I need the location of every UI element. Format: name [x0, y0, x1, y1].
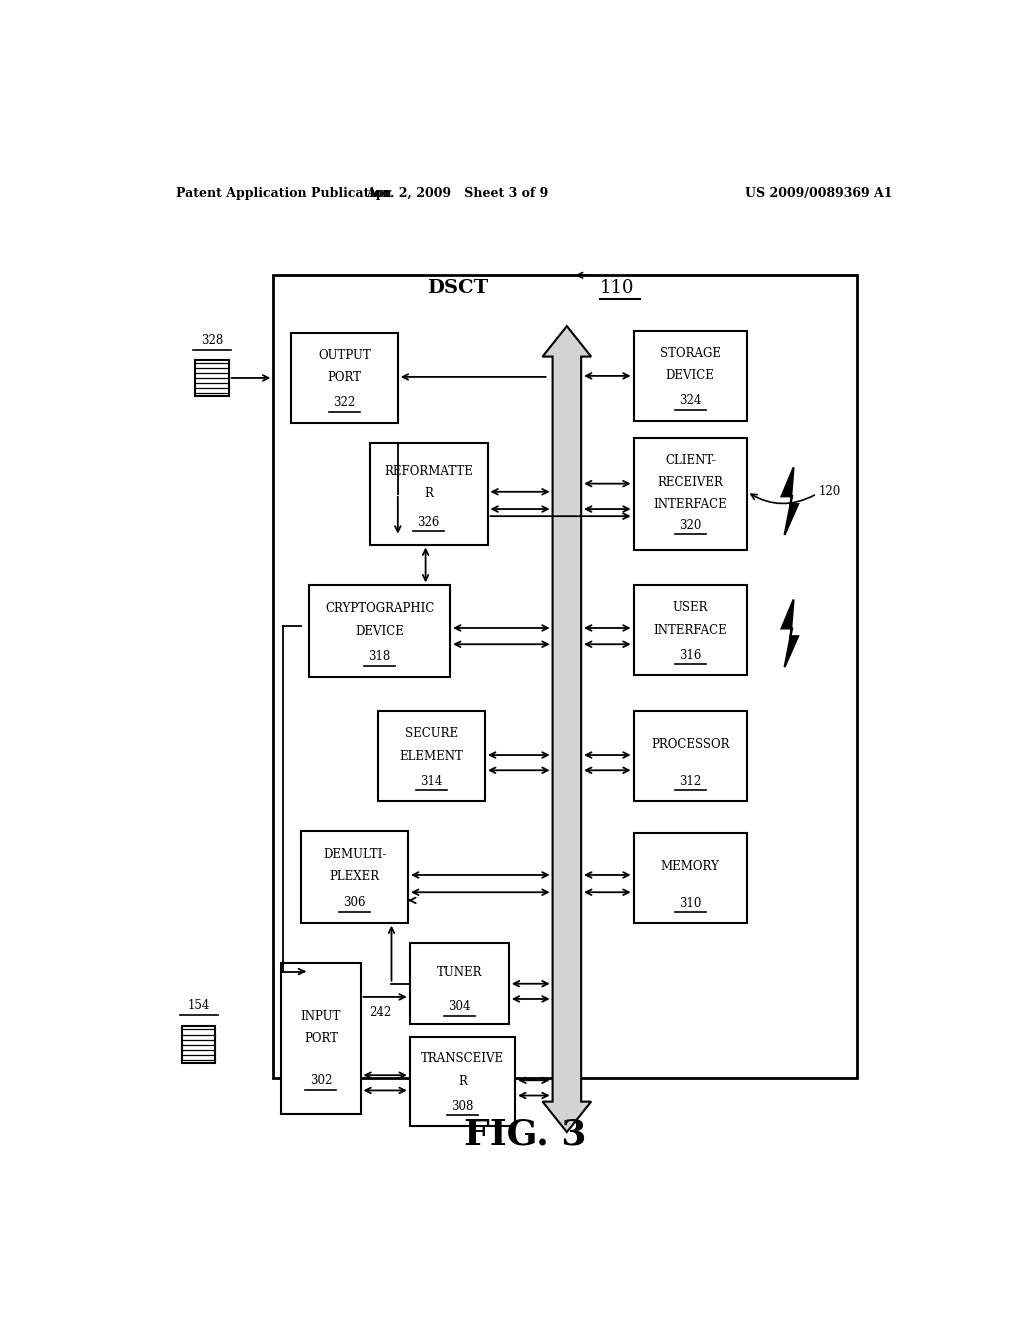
- Text: OUTPUT: OUTPUT: [317, 348, 371, 362]
- Bar: [291, 333, 397, 422]
- Text: Apr. 2, 2009   Sheet 3 of 9: Apr. 2, 2009 Sheet 3 of 9: [367, 187, 549, 201]
- Bar: [301, 832, 409, 923]
- Bar: [309, 585, 451, 677]
- Text: PORT: PORT: [328, 371, 361, 384]
- Bar: [196, 359, 228, 396]
- Bar: [182, 1027, 215, 1063]
- Text: US 2009/0089369 A1: US 2009/0089369 A1: [744, 187, 892, 201]
- Text: TRANSCEIVE: TRANSCEIVE: [421, 1052, 504, 1065]
- Text: ELEMENT: ELEMENT: [399, 750, 464, 763]
- Text: R: R: [458, 1074, 467, 1088]
- Text: INPUT: INPUT: [301, 1010, 341, 1023]
- Text: CRYPTOGRAPHIC: CRYPTOGRAPHIC: [325, 602, 434, 615]
- Text: 318: 318: [369, 651, 391, 663]
- Bar: [282, 964, 360, 1114]
- Text: FIG. 3: FIG. 3: [464, 1117, 586, 1151]
- Text: SECURE: SECURE: [404, 727, 458, 741]
- Text: 320: 320: [679, 519, 701, 532]
- Text: INTERFACE: INTERFACE: [653, 499, 727, 511]
- Text: R: R: [424, 487, 433, 500]
- Text: Patent Application Publication: Patent Application Publication: [176, 187, 391, 201]
- Text: 322: 322: [333, 396, 355, 409]
- Text: PROCESSOR: PROCESSOR: [651, 738, 729, 751]
- Text: REFORMATTE: REFORMATTE: [384, 465, 473, 478]
- Text: DEMULTI-: DEMULTI-: [323, 849, 386, 861]
- Text: 326: 326: [418, 516, 440, 529]
- Text: 316: 316: [679, 648, 701, 661]
- Bar: [634, 438, 748, 549]
- Bar: [634, 711, 748, 801]
- Bar: [370, 444, 487, 545]
- Text: 328: 328: [201, 334, 223, 347]
- Bar: [378, 711, 485, 801]
- Text: STORAGE: STORAGE: [659, 347, 721, 360]
- Text: DSCT: DSCT: [427, 280, 488, 297]
- Text: PORT: PORT: [304, 1032, 338, 1045]
- Bar: [634, 585, 748, 675]
- Bar: [634, 833, 748, 923]
- Text: MEMORY: MEMORY: [660, 861, 720, 874]
- Text: INTERFACE: INTERFACE: [653, 623, 727, 636]
- Text: USER: USER: [673, 601, 708, 614]
- Text: TUNER: TUNER: [436, 966, 482, 979]
- Bar: [410, 1036, 515, 1126]
- Text: 308: 308: [452, 1100, 474, 1113]
- Text: 154: 154: [187, 999, 210, 1012]
- Bar: [273, 276, 856, 1078]
- Text: 324: 324: [679, 395, 701, 408]
- Text: 302: 302: [309, 1074, 332, 1088]
- Text: 120: 120: [818, 486, 841, 498]
- Polygon shape: [543, 326, 591, 1133]
- Text: PLEXER: PLEXER: [330, 870, 380, 883]
- Text: CLIENT-: CLIENT-: [665, 454, 716, 467]
- Text: RECEIVER: RECEIVER: [657, 477, 723, 490]
- Text: 310: 310: [679, 896, 701, 909]
- Text: 314: 314: [421, 775, 442, 788]
- Polygon shape: [781, 599, 798, 667]
- Text: DEVICE: DEVICE: [666, 370, 715, 383]
- Text: DEVICE: DEVICE: [355, 624, 404, 638]
- Polygon shape: [781, 467, 798, 535]
- Text: 304: 304: [449, 1001, 471, 1012]
- Text: 306: 306: [343, 896, 366, 909]
- Text: 242: 242: [370, 1006, 391, 1019]
- Text: 312: 312: [679, 775, 701, 788]
- Bar: [410, 942, 509, 1024]
- Text: 110: 110: [600, 280, 635, 297]
- Bar: [634, 331, 748, 421]
